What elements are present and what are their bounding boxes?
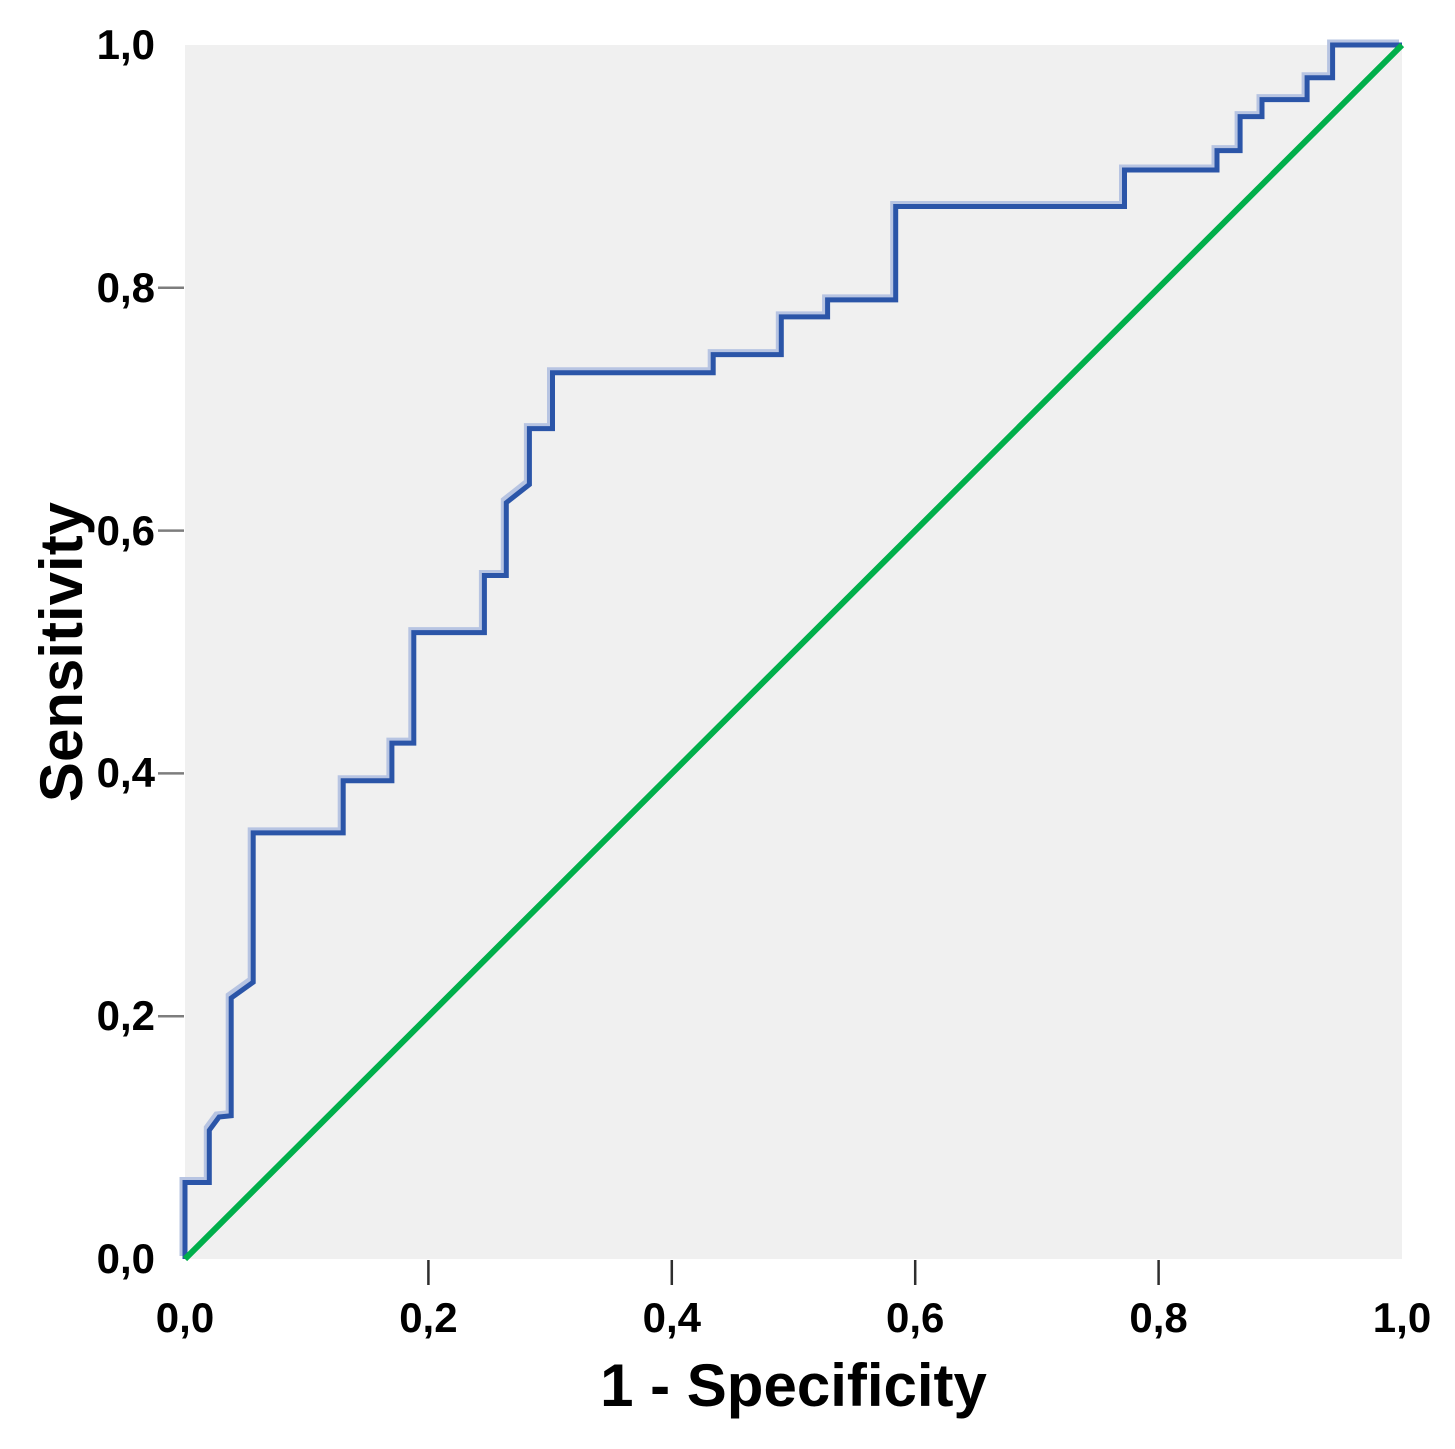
x-tick-label: 0,8 xyxy=(1129,1294,1188,1341)
y-tick-label: 0,2 xyxy=(96,992,155,1040)
y-tick-label: 1,0 xyxy=(96,21,155,68)
y-axis-title: Sensitivity xyxy=(28,501,95,803)
x-tick-label: 0,2 xyxy=(399,1294,458,1341)
roc-curve xyxy=(182,42,1402,1259)
y-tick-label: 0,0 xyxy=(96,1235,155,1282)
reference-line xyxy=(182,42,1405,1262)
x-tick-label: 0,0 xyxy=(155,1294,215,1341)
y-tick-label: 0,6 xyxy=(96,506,155,554)
x-axis-title: 1 - Specificity xyxy=(600,1352,987,1419)
y-tick-label: 0,4 xyxy=(96,749,155,797)
x-tick-label: 0,6 xyxy=(885,1294,945,1341)
roc-curve-halo xyxy=(179,39,1399,1256)
y-tick-label: 0,8 xyxy=(96,263,155,311)
x-tick-label: 0,4 xyxy=(642,1294,701,1341)
x-tick-label: 1,0 xyxy=(1372,1294,1432,1341)
